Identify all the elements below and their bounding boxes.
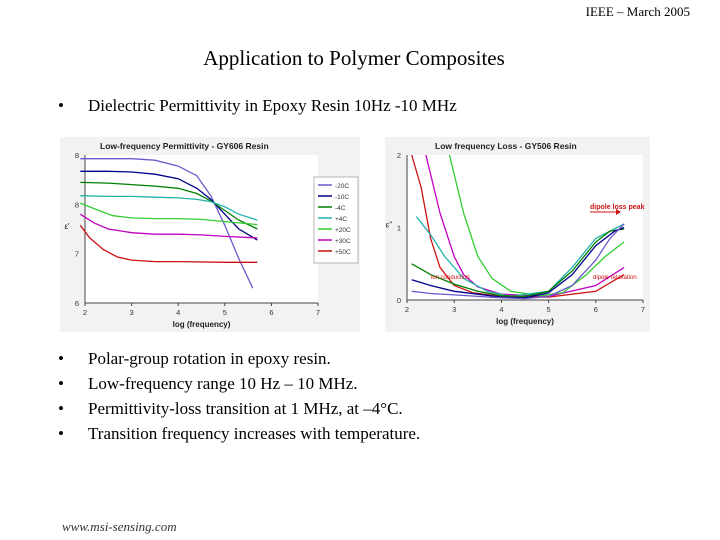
series-line-4 <box>415 216 625 298</box>
series-line-7 <box>411 223 625 300</box>
y-axis-label: ε' <box>64 222 70 231</box>
bullet-text: Polar-group rotation in epoxy resin. <box>88 349 331 368</box>
y-axis-label: ε'' <box>386 221 393 230</box>
annotation-arrow-head <box>616 209 621 215</box>
legend-label: +30C <box>335 238 351 245</box>
y-tick-label: 1 <box>397 224 401 233</box>
series-line-3 <box>80 181 258 230</box>
bullet-dot: • <box>58 96 64 115</box>
x-axis-label: log (frequency) <box>496 317 554 326</box>
y-tick-label: 7 <box>75 250 79 259</box>
permittivity-chart-svg: Low-frequency Permittivity - GY606 Resin… <box>64 141 359 329</box>
series-line-1 <box>80 158 254 289</box>
annotation-dipole-loss-peak: dipole loss peak <box>590 204 645 211</box>
series-line-2 <box>425 154 625 298</box>
series-line-5 <box>80 202 258 226</box>
series-line-3 <box>448 154 625 297</box>
y-tick-label: 2 <box>397 151 401 160</box>
x-tick-label: 2 <box>405 305 409 314</box>
footer-url: www.msi-sensing.com <box>62 519 177 534</box>
legend-label: -10C <box>335 194 349 201</box>
bullet-dot: • <box>58 424 64 443</box>
intro-bullet: • Dielectric Permittivity in Epoxy Resin… <box>58 96 457 116</box>
y-tick-label: 8 <box>75 151 79 160</box>
y-tick-label: 6 <box>75 299 79 308</box>
x-tick-label: 5 <box>223 308 227 317</box>
x-tick-label: 3 <box>130 308 134 317</box>
bullet-dot: • <box>58 349 64 368</box>
legend-label: -20C <box>335 183 349 190</box>
legend-box <box>313 176 359 264</box>
series-line-6 <box>411 226 625 299</box>
legend-label: +50C <box>335 249 351 256</box>
y-tick-label: 8 <box>75 200 79 209</box>
x-tick-label: 2 <box>83 308 87 317</box>
annotation-ion-conduction: ion conduction <box>431 275 470 281</box>
plot-area <box>85 155 318 303</box>
bullet-item: • Polar-group rotation in epoxy resin. <box>58 349 331 369</box>
x-tick-label: 6 <box>594 305 598 314</box>
x-tick-label: 5 <box>547 305 551 314</box>
legend-label: +4C <box>335 216 347 223</box>
series-line-7 <box>79 224 258 263</box>
series-line-1 <box>411 154 625 298</box>
x-tick-label: 3 <box>452 305 456 314</box>
chart-title: Low frequency Loss - GY506 Resin <box>435 141 577 151</box>
bullet-item: • Transition frequency increases with te… <box>58 424 420 444</box>
header-text: IEEE – March 2005 <box>585 4 690 19</box>
legend-label: -4C <box>335 205 346 212</box>
bullet-dot: • <box>58 374 64 393</box>
bullet-text: Transition frequency increases with temp… <box>88 424 421 443</box>
x-tick-label: 4 <box>499 305 503 314</box>
loss-chart-svg: Low frequency Loss - GY506 Resin 2 3 4 5 6 7 0 1… <box>386 141 645 326</box>
x-tick-label: 7 <box>316 308 320 317</box>
annotation-dipole-relaxation: dipole relaxation <box>593 275 637 281</box>
bullet-item: • Low-frequency range 10 Hz – 10 MHz. <box>58 374 358 394</box>
x-tick-label: 7 <box>641 305 645 314</box>
series-line-4 <box>80 195 258 221</box>
loss-chart: Low frequency Loss - GY506 Resin 2 3 4 5 6 7 0 1… <box>385 137 650 332</box>
x-tick-label: 6 <box>269 308 273 317</box>
bullet-text: Low-frequency range 10 Hz – 10 MHz. <box>88 374 358 393</box>
series-line-6 <box>79 213 258 239</box>
x-tick-label: 4 <box>176 308 180 317</box>
bullet-dot: • <box>58 399 64 418</box>
slide-title: Application to Polymer Composites <box>203 46 505 70</box>
y-tick-label: 0 <box>397 296 401 305</box>
legend-label: +20C <box>335 227 351 234</box>
bullet-text: Permittivity-loss transition at 1 MHz, a… <box>88 399 403 418</box>
chart-title: Low-frequency Permittivity - GY606 Resin <box>100 141 269 151</box>
series-line-5 <box>411 228 625 298</box>
x-axis-label: log (frequency) <box>173 320 231 329</box>
intro-bullet-text: Dielectric Permittivity in Epoxy Resin 1… <box>88 96 457 115</box>
permittivity-chart: Low-frequency Permittivity - GY606 Resin… <box>60 137 360 332</box>
bullet-item: • Permittivity-loss transition at 1 MHz,… <box>58 399 403 419</box>
